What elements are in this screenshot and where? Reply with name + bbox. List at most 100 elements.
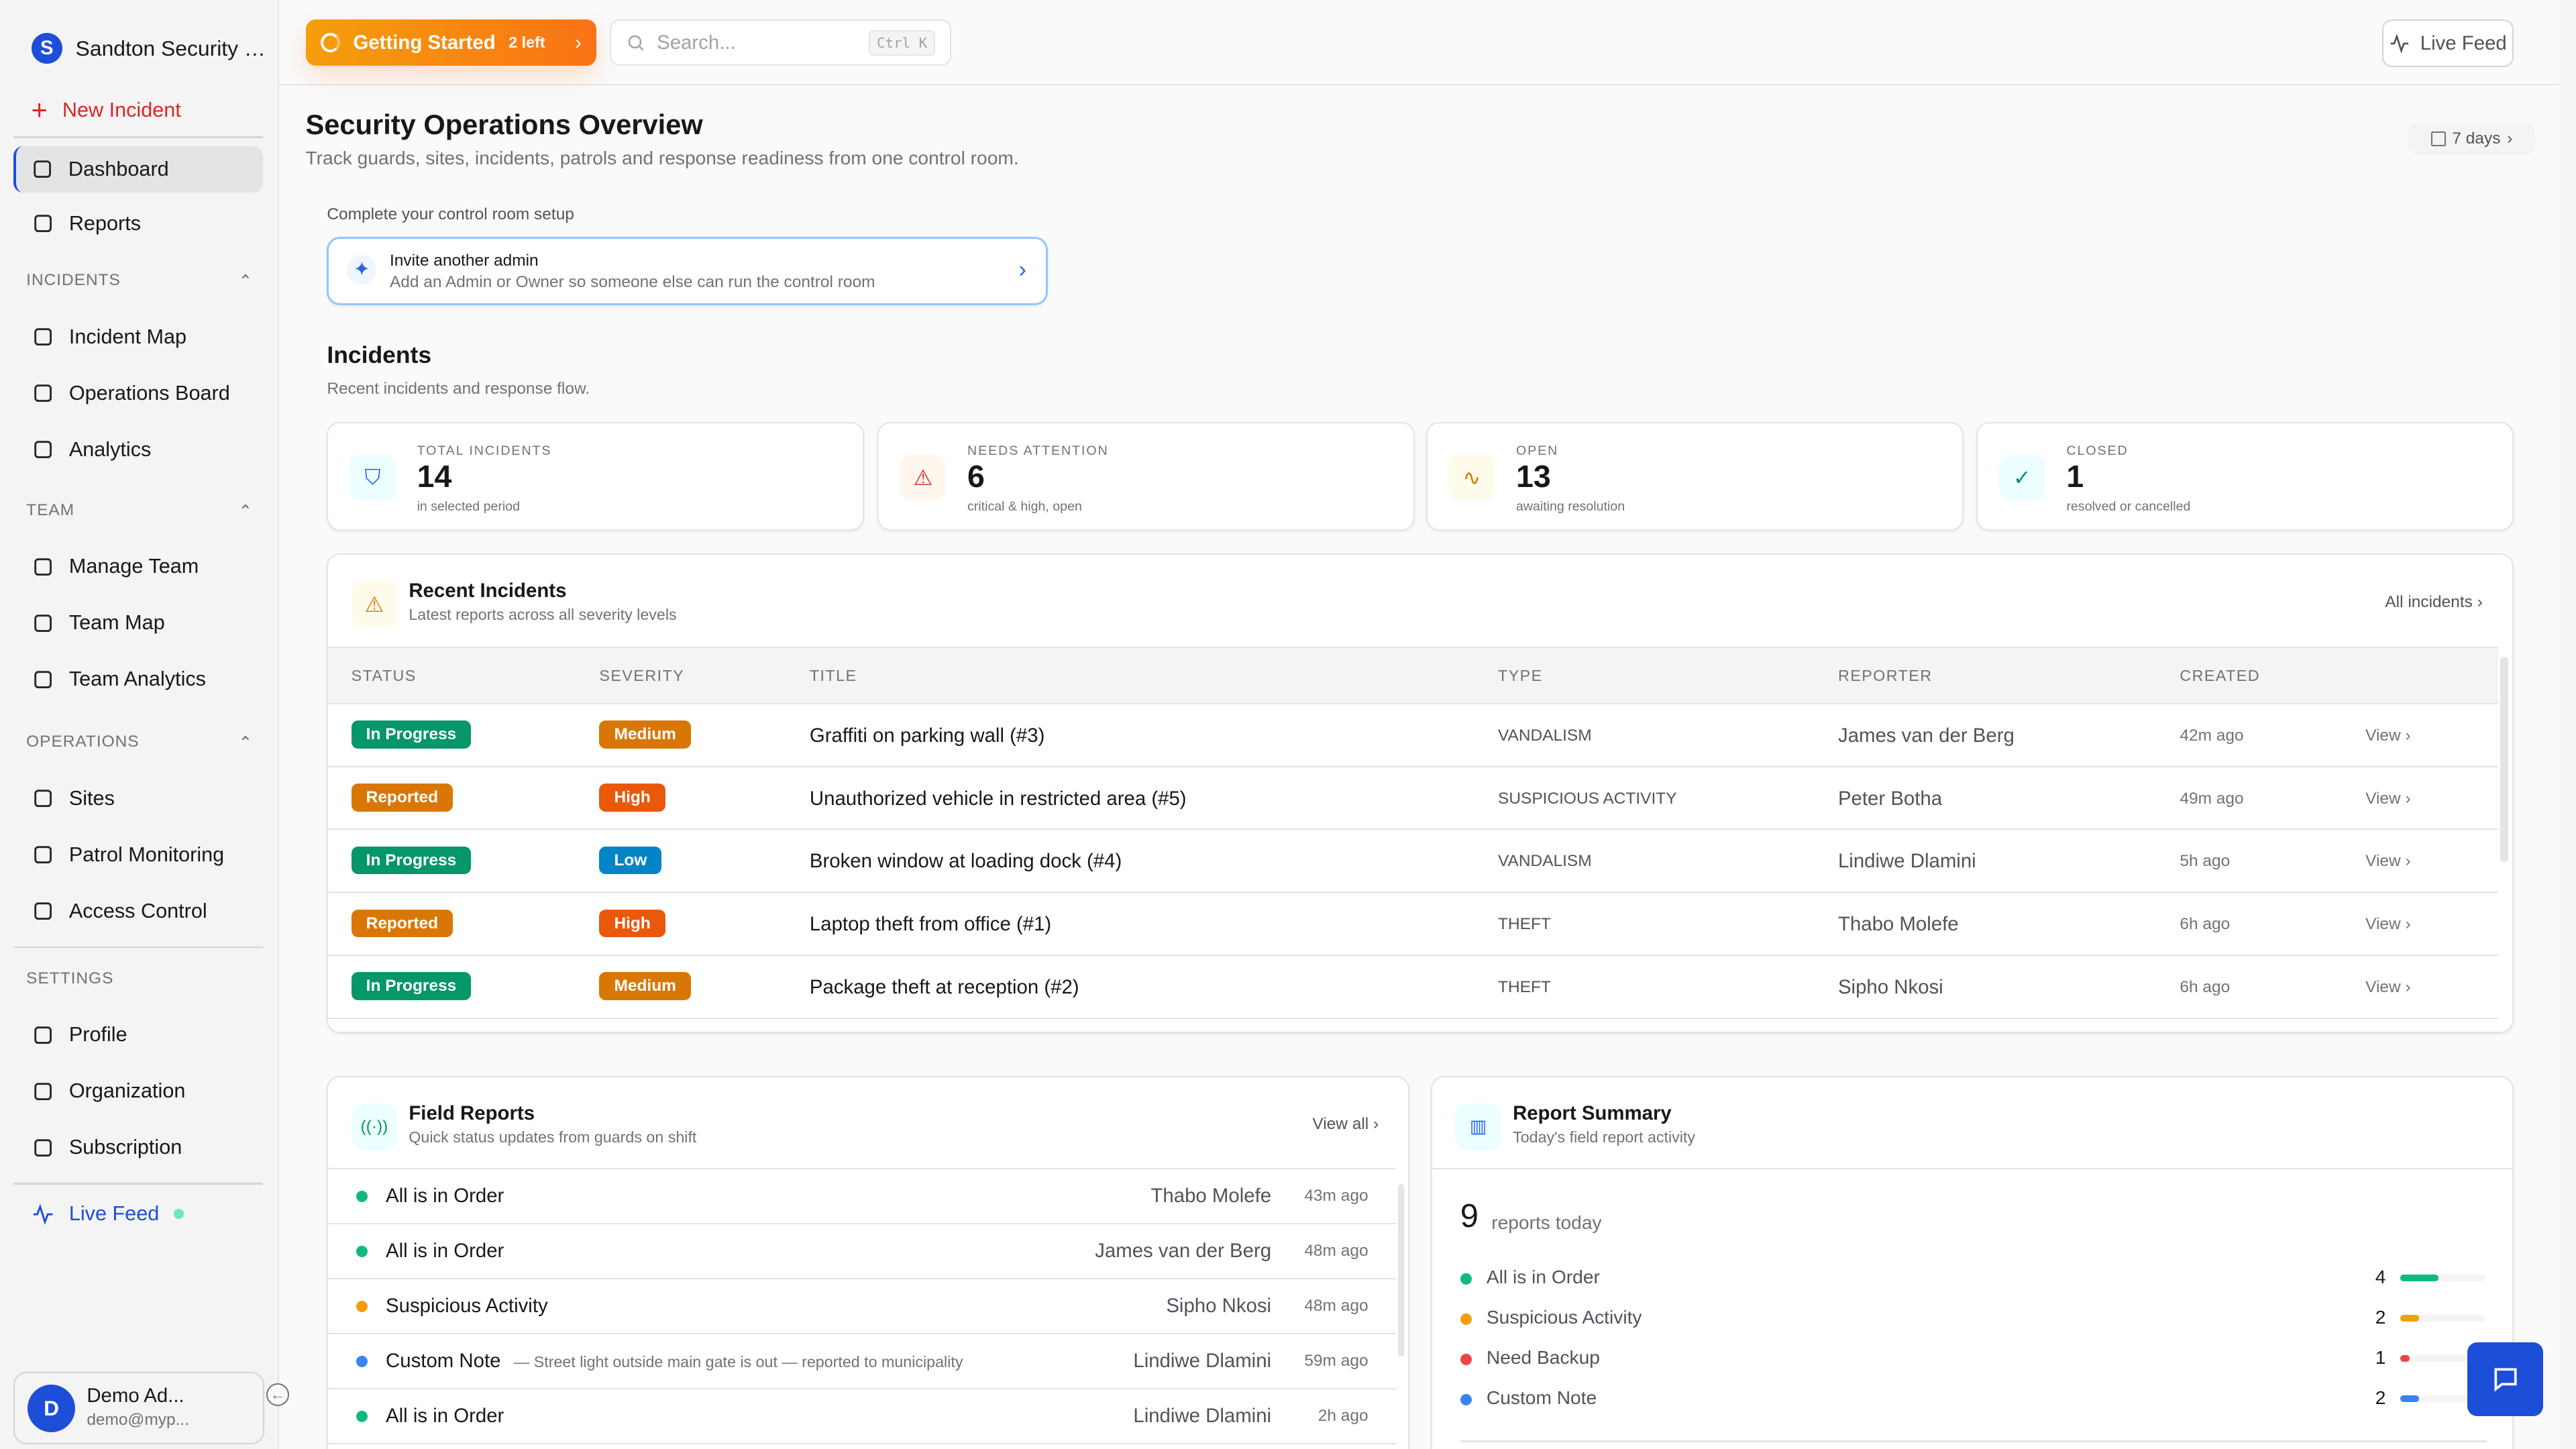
severity-badge: Medium xyxy=(599,972,691,1000)
date-range-selector[interactable]: 7 days › xyxy=(2408,123,2535,155)
brand-logo: S xyxy=(31,32,63,64)
report-status: Custom Note xyxy=(386,1349,501,1372)
sidebar-item-operations-board[interactable]: Operations Board xyxy=(13,370,263,417)
summary-label: Custom Note xyxy=(1486,1387,1597,1408)
view-link[interactable]: View › xyxy=(2365,852,2411,871)
list-item[interactable]: Custom Note — Street light outside main g… xyxy=(328,1332,1397,1388)
grid-icon xyxy=(31,158,54,180)
section-settings[interactable]: SETTINGS xyxy=(26,969,114,987)
report-summary-card: ▥ Report Summary Today's field report ac… xyxy=(1431,1076,2514,1449)
page-scrollbar[interactable] xyxy=(2559,0,2576,1449)
list-item xyxy=(328,1442,1397,1449)
reporter: Sipho Nkosi xyxy=(1837,975,1943,998)
sidebar-item-subscription[interactable]: Subscription xyxy=(13,1125,263,1171)
report-time: 2h ago xyxy=(1318,1406,1368,1425)
sidebar-item-profile[interactable]: Profile xyxy=(13,1012,263,1059)
summary-bar-track xyxy=(2400,1314,2485,1322)
search-input[interactable]: Search... Ctrl K xyxy=(609,19,951,66)
incident-type: VANDALISM xyxy=(1498,726,1592,745)
divider xyxy=(13,1183,263,1185)
list-item[interactable]: Suspicious Activity Sipho Nkosi 48m ago xyxy=(328,1277,1397,1333)
report-status: All is in Order xyxy=(386,1239,504,1262)
report-note: — Street light outside main gate is out … xyxy=(514,1352,963,1371)
summary-bar-track xyxy=(2400,1274,2485,1281)
chat-button[interactable] xyxy=(2467,1342,2544,1417)
view-link[interactable]: View › xyxy=(2365,977,2411,996)
sidebar-item-access-control[interactable]: Access Control xyxy=(13,888,263,934)
calendar-icon xyxy=(2430,131,2446,146)
bar-chart-icon xyxy=(32,438,54,461)
list-scrollbar[interactable] xyxy=(1397,1184,1405,1357)
collapse-sidebar-icon[interactable]: ← xyxy=(266,1383,290,1407)
incident-title: Laptop theft from office (#1) xyxy=(809,913,1052,936)
table-row[interactable]: In Progress Medium Graffiti on parking wal… xyxy=(328,702,2499,765)
list-item[interactable]: All is in Order Lindiwe Dlamini 2h ago xyxy=(328,1387,1397,1443)
table-row[interactable]: Reported High Unauthorized vehicle in rest… xyxy=(328,765,2499,828)
live-status-dot xyxy=(174,1209,184,1220)
table-row[interactable]: In Progress Low Broken window at loading d… xyxy=(328,828,2499,891)
id-card-icon xyxy=(32,900,54,922)
bar-chart-icon: ▥ xyxy=(1455,1104,1501,1150)
stat-value: 13 xyxy=(1515,458,1551,494)
activity-icon xyxy=(33,1203,52,1225)
sidebar-item-organization[interactable]: Organization xyxy=(13,1069,263,1115)
sidebar-item-team-map[interactable]: Team Map xyxy=(13,600,263,647)
clipboard-icon xyxy=(32,382,54,405)
chevron-up-icon: ⌃ xyxy=(238,734,254,753)
view-link[interactable]: View › xyxy=(2365,726,2411,745)
new-incident-button[interactable]: + New Incident xyxy=(31,93,181,125)
reporter: Thabo Molefe xyxy=(1150,1184,1272,1207)
incident-type: THEFT xyxy=(1498,977,1551,996)
view-link[interactable]: View › xyxy=(2365,915,2411,934)
summary-bar-fill xyxy=(2400,1274,2438,1281)
table-scrollbar[interactable] xyxy=(2500,657,2509,863)
view-all-link[interactable]: View all › xyxy=(1312,1115,1379,1134)
section-incidents[interactable]: INCIDENTS ⌃ xyxy=(26,271,254,291)
search-icon xyxy=(628,35,644,51)
reporter: Thabo Molefe xyxy=(1837,913,1959,936)
sidebar-item-reports[interactable]: Reports xyxy=(13,201,263,247)
column-header: TITLE xyxy=(809,667,857,685)
live-feed-button[interactable]: Live Feed xyxy=(2382,19,2514,68)
column-header: REPORTER xyxy=(1837,667,1933,685)
page-subtitle: Track guards, sites, incidents, patrols … xyxy=(305,148,1019,169)
sidebar-item-team-analytics[interactable]: Team Analytics xyxy=(13,657,263,703)
shield-icon: ⛉ xyxy=(350,454,396,501)
shortcut-hint: Ctrl K xyxy=(869,30,935,56)
view-link[interactable]: View › xyxy=(2365,789,2411,808)
getting-started-button[interactable]: Getting Started 2 left › xyxy=(305,19,596,66)
sidebar-item-live-feed[interactable]: Live Feed xyxy=(13,1191,263,1238)
report-time: 48m ago xyxy=(1304,1296,1368,1315)
chevron-up-icon: ⌃ xyxy=(238,502,254,521)
sidebar-item-analytics[interactable]: Analytics xyxy=(13,427,263,473)
table-row[interactable]: In Progress Medium Package theft at recept… xyxy=(328,954,2499,1017)
list-item[interactable]: All is in Order Thabo Molefe 43m ago xyxy=(328,1167,1397,1223)
legend-dot xyxy=(1460,1393,1472,1405)
created-time: 42m ago xyxy=(2180,726,2244,745)
sidebar: S Sandton Security Ser... + New Incident… xyxy=(0,0,290,1449)
section-operations[interactable]: OPERATIONS ⌃ xyxy=(26,733,254,753)
status-badge: In Progress xyxy=(351,972,472,1000)
table-row[interactable]: Reported High Laptop theft from office (#1… xyxy=(328,892,2499,954)
summary-bar-fill xyxy=(2400,1314,2420,1322)
severity-badge: Low xyxy=(599,846,662,875)
created-time: 6h ago xyxy=(2180,915,2231,934)
user-menu[interactable]: D Demo Ad... demo@myp... xyxy=(13,1371,265,1444)
incident-type: SUSPICIOUS ACTIVITY xyxy=(1498,789,1677,808)
sidebar-item-sites[interactable]: Sites xyxy=(13,775,263,822)
table-row xyxy=(328,1017,2499,1032)
all-incidents-link[interactable]: All incidents › xyxy=(2385,592,2483,611)
progress-ring-icon xyxy=(320,32,340,53)
sidebar-item-incident-map[interactable]: Incident Map xyxy=(13,314,263,360)
created-time: 5h ago xyxy=(2180,852,2231,871)
sidebar-item-manage-team[interactable]: Manage Team xyxy=(13,544,263,590)
sidebar-item-dashboard[interactable]: Dashboard xyxy=(13,146,263,193)
sidebar-item-patrol-monitoring[interactable]: Patrol Monitoring xyxy=(13,832,263,878)
reporter: Lindiwe Dlamini xyxy=(1133,1349,1272,1372)
column-header: TYPE xyxy=(1498,667,1543,685)
org-switcher[interactable]: Sandton Security Ser... xyxy=(75,36,280,60)
section-team[interactable]: TEAM ⌃ xyxy=(26,500,254,521)
list-item[interactable]: All is in Order James van der Berg 48m ago xyxy=(328,1222,1397,1278)
invite-admin-card[interactable]: ✦ Invite another admin Add an Admin or O… xyxy=(327,236,1049,306)
incident-title: Package theft at reception (#2) xyxy=(809,975,1079,998)
